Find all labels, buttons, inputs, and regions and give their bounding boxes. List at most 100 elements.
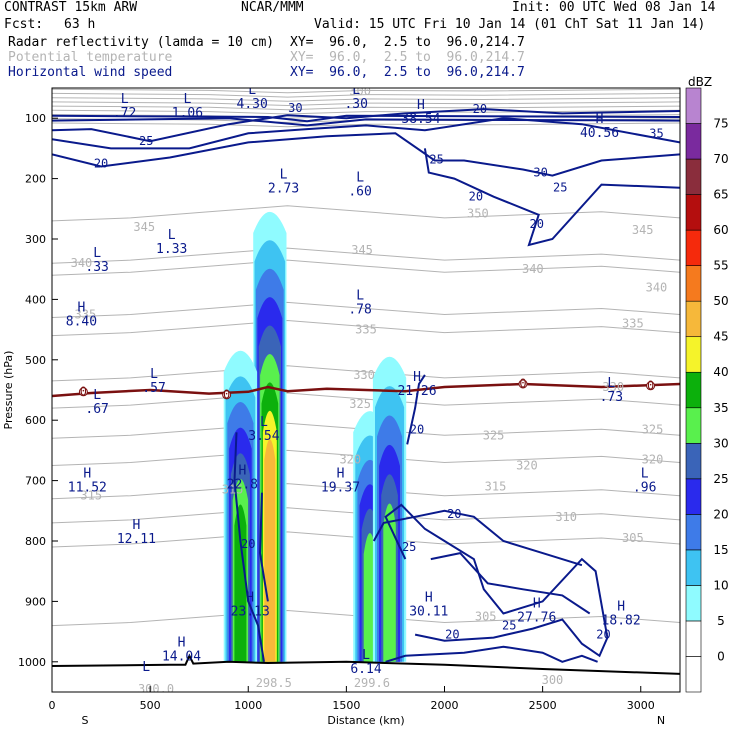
theta-label: 325 [349,397,371,411]
wind-contour [52,117,680,150]
colorbar-level: 25 [713,472,728,486]
colorbar-swatch [685,300,702,338]
theta-label: 340 [71,256,93,270]
theta-label: 299.6 [354,676,390,690]
colorbar-swatch [685,229,702,266]
extremum-value: 4.30 [237,97,268,112]
field-wind-label: Horizontal wind speed [8,65,173,80]
colorbar: dBZ 0 5 10 15 20 25 30 35 40 45 50 55 60 65 70 75 [685,75,729,693]
extremum-value: .73 [600,390,623,405]
reflectivity-band [234,504,247,662]
freezing-mark-bg [646,381,656,391]
y-tick-label: 400 [25,293,46,306]
y-tick-label: 900 [25,595,46,608]
wind-label: 20 [94,157,108,171]
model-label: CONTRAST 15km ARW [4,0,138,15]
extremum-kind: H [617,599,625,614]
extremum-value: .57 [142,381,165,396]
field-reflectivity-label: Radar reflectivity (lamda = 10 cm) [8,35,275,50]
extremum-value: 14.04 [162,650,201,665]
theta-label: 305 [475,610,497,624]
x-tick-label: 2500 [529,699,557,712]
center-label: NCAR/MMM [241,0,304,15]
theta-contour [52,259,680,276]
wind-contour [430,552,591,615]
theta-label: 330 [602,380,624,394]
y-tick-label: 500 [25,354,46,367]
theta-label: 320 [516,459,538,473]
theta-label: 350 [467,207,489,221]
extremum-kind: L [280,168,288,183]
colorbar-level: 10 [713,578,728,592]
axes: 0 500 1000 1500 2000 2500 30001002003004005006… [18,112,655,712]
colorbar-level: 65 [713,188,728,202]
extremum-kind: L [607,376,615,391]
y-tick-label: 100 [25,112,46,125]
y-tick-label: 800 [25,535,46,548]
freezing-mark-bg [518,379,528,389]
x-axis-title: Distance (km) [327,714,404,727]
theta-label: 315 [80,489,102,503]
extremum-value: 3.54 [248,429,279,444]
colorbar-level: 5 [717,614,725,628]
extremum-value: 27.76 [517,610,556,625]
extremum-value: 8.40 [66,314,97,329]
wind-contour [384,503,609,658]
colorbar-level: 45 [713,330,728,344]
colorbar-swatch [685,549,702,586]
extremum-value: .33 [85,260,108,275]
reflectivity-band [383,503,396,662]
extremum-value: .67 [85,402,108,417]
extremum-kind: H [78,300,86,315]
colorbar-swatch [685,123,702,160]
colorbar-swatch [685,407,702,444]
extremum-kind: H [238,464,246,479]
colorbar-level: 30 [713,436,728,450]
extremum-kind: L [356,171,364,186]
extremum-kind: L [121,92,129,107]
theta-label: 300 [542,673,564,687]
y-tick-label: 600 [25,414,46,427]
x-tick-label: 1500 [332,699,360,712]
extremum-value: .30 [344,97,367,112]
extremum-value: 22.8 [227,478,258,493]
wind-contours [52,108,680,663]
extremum-value: 11.52 [68,481,107,496]
theta-label: 335 [355,323,377,337]
wind-label: 25 [429,152,443,166]
theta-contour [52,392,680,409]
theta-contour [52,365,680,382]
extremum-value: 38.54 [401,112,440,127]
wind-label: 25 [402,540,416,554]
theta-contour [52,205,680,222]
x-tick-label: 1000 [234,699,262,712]
colorbar-level: 55 [713,259,728,273]
wind-label: 35 [649,126,663,140]
theta-label: 325 [483,428,505,442]
field-theta-label: Potential temperature [8,50,173,65]
colorbar-swatch [685,478,702,515]
plot-frame [51,87,681,693]
extremum-value: 6.14 [350,662,381,677]
field-theta-xy: XY= 96.0, 2.5 to 96.0,214.7 [290,50,525,65]
x-end-right: N [657,714,665,727]
extremum-kind: L [641,467,649,482]
wind-contour [52,117,680,127]
colorbar-swatch [685,514,702,551]
colorbar-swatch [685,656,702,693]
theta-contour [52,92,680,98]
wind-contour [372,509,583,567]
x-tick-label: 0 [49,699,56,712]
y-tick-label: 200 [25,173,46,186]
extremum-kind: H [178,636,186,651]
theta-label: 345 [632,223,654,237]
y-tick-label: 700 [25,475,46,488]
y-tick-label: 1000 [18,656,46,669]
colorbar-level: 15 [713,543,728,557]
colorbar-level: 60 [713,223,728,237]
theta-label: 320 [339,452,361,466]
freezing-mark-bg [222,390,232,400]
x-tick-label: 2000 [431,699,459,712]
wind-label: 25 [502,619,516,633]
